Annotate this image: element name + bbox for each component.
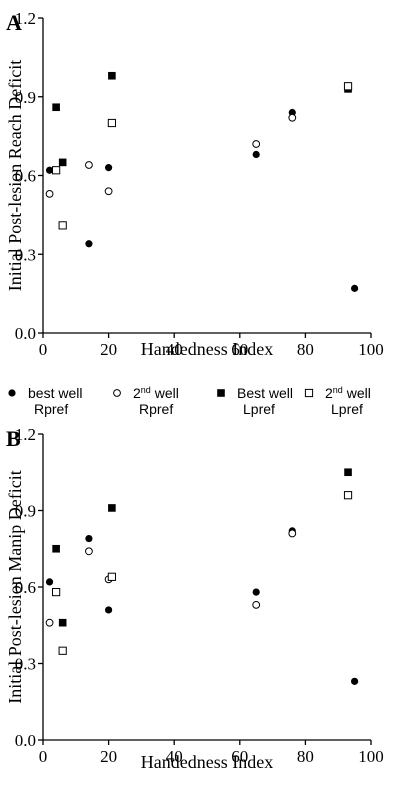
legend-best-lpref-label-main: Best well xyxy=(237,385,293,401)
panel-b-y-axis-title: Initial Post-lesion Manip Deficit xyxy=(5,470,25,703)
panel-b-x-tick-label: 100 xyxy=(358,747,384,766)
panel-a-second-lpref-point xyxy=(343,82,353,91)
panel-a-x-axis-title: Handedness Index xyxy=(141,339,273,359)
panel-a-y-tick-label: 0.3 xyxy=(15,245,36,264)
panel-b-second-rpref-point xyxy=(85,547,93,556)
panel-a-y-tick-label: 0.9 xyxy=(15,88,36,107)
panel-a-y-tick-label: 1.2 xyxy=(15,9,36,28)
panel-b-second-rpref-point xyxy=(252,600,261,609)
panel-b-best-lpref-point xyxy=(58,618,67,627)
legend-second-rpref-label-line1: 2nd well xyxy=(133,385,179,401)
legend-best-rpref-label-line1: best well xyxy=(28,385,82,401)
panel-a-second-lpref-point xyxy=(52,166,61,175)
panel-a-best-rpref-point xyxy=(85,240,93,248)
panel-a-x-tick-label: 20 xyxy=(100,340,117,359)
panel-b-label: B xyxy=(6,426,21,451)
panel-a-best-rpref-point xyxy=(105,164,113,172)
legend-best-lpref-marker xyxy=(217,389,225,397)
panel-b-best-rpref-point xyxy=(252,588,260,596)
panel-a-x-tick-label: 60 xyxy=(231,340,248,359)
legend-best-lpref-label-line1: Best well xyxy=(237,385,293,401)
panel-b-x-tick-label: 0 xyxy=(39,747,48,766)
panel-a-second-lpref-point xyxy=(58,221,67,230)
panel-b-second-lpref-point xyxy=(58,646,67,655)
panel-a-best-lpref-point xyxy=(52,103,60,112)
panel-b-best-lpref-point xyxy=(108,504,116,512)
panel-b-x-tick-label: 40 xyxy=(166,747,183,766)
panel-b-y-tick-label: 0.0 xyxy=(15,731,36,750)
panel-a-y-tick-label: 0.0 xyxy=(15,324,36,343)
legend-second-rpref-marker xyxy=(113,389,121,397)
panel-a-best-rpref-point xyxy=(45,166,54,174)
panel-b-y-tick-label: 0.6 xyxy=(15,578,36,597)
panel-b-second-rpref-point xyxy=(45,618,54,627)
legend-second-rpref-label-line2: Rpref xyxy=(139,401,173,417)
panel-b-second-lpref-point xyxy=(343,491,353,500)
legend-second-lpref-label-main: 2 xyxy=(325,385,333,401)
panel-a-second-rpref-point xyxy=(45,189,54,198)
panel-b-y-tick-label: 0.3 xyxy=(15,655,36,674)
legend-best-rpref-marker xyxy=(8,389,16,397)
panel-b-second-rpref-point xyxy=(288,529,297,538)
legend-second-rpref-label-main: 2 xyxy=(133,385,141,401)
panel-b-best-lpref-point xyxy=(52,544,60,553)
panel-a-label: A xyxy=(6,10,22,35)
panel-a-y-tick-label: 0.6 xyxy=(15,167,36,186)
panel-b-second-lpref-point xyxy=(107,572,116,581)
legend-second-lpref-label-line2: Lpref xyxy=(331,401,363,417)
panel-a-second-rpref-point xyxy=(288,113,297,122)
panel-b-best-rpref-point xyxy=(105,606,113,614)
panel-b-y-tick-label: 1.2 xyxy=(15,425,36,444)
panel-a-x-tick-label: 100 xyxy=(358,340,384,359)
panel-a-y-axis-title: Initial Post-lesion Reach Deficit xyxy=(5,60,25,291)
legend-second-rpref-label-rest: well xyxy=(151,385,179,401)
legend-second-rpref-label-sup: nd xyxy=(141,385,151,395)
legend-best-lpref-label-line2: Lpref xyxy=(243,401,275,417)
panel-a-second-rpref-point xyxy=(104,187,113,196)
legend-second-lpref-label-line1: 2nd well xyxy=(325,385,371,401)
panel-a-best-lpref-point xyxy=(108,71,116,80)
panel-a-second-rpref-point xyxy=(252,140,261,148)
panel-a-x-tick-label: 0 xyxy=(39,340,48,359)
legend-best-rpref-label-line2: Rpref xyxy=(34,401,68,417)
panel-a-best-rpref-point xyxy=(252,150,260,159)
legend-second-lpref-label-sup: nd xyxy=(333,385,343,395)
panel-a-best-lpref-point xyxy=(58,158,67,167)
panel-b-best-rpref-point xyxy=(85,534,93,543)
panel-b-y-tick-label: 0.9 xyxy=(15,502,36,521)
legend-best-rpref-label-main: best well xyxy=(28,385,82,401)
panel-b-x-tick-label: 20 xyxy=(100,747,117,766)
panel-b-best-rpref-point xyxy=(45,578,54,586)
legend-second-lpref-label-rest: well xyxy=(343,385,371,401)
panel-a-second-rpref-point xyxy=(85,161,93,169)
panel-b-x-tick-label: 60 xyxy=(231,747,248,766)
panel-a-x-tick-label: 80 xyxy=(297,340,314,359)
legend-second-lpref-marker xyxy=(304,388,314,398)
panel-b-best-lpref-point xyxy=(344,468,352,477)
panel-a-x-tick-label: 40 xyxy=(166,340,183,359)
panel-b-x-axis-title: Handedness Index xyxy=(141,752,273,772)
panel-a-second-lpref-point xyxy=(107,118,116,128)
panel-b-x-tick-label: 80 xyxy=(297,747,314,766)
panel-a-best-rpref-point xyxy=(351,284,359,292)
panel-b-best-rpref-point xyxy=(351,677,359,685)
panel-b-second-lpref-point xyxy=(52,588,61,597)
